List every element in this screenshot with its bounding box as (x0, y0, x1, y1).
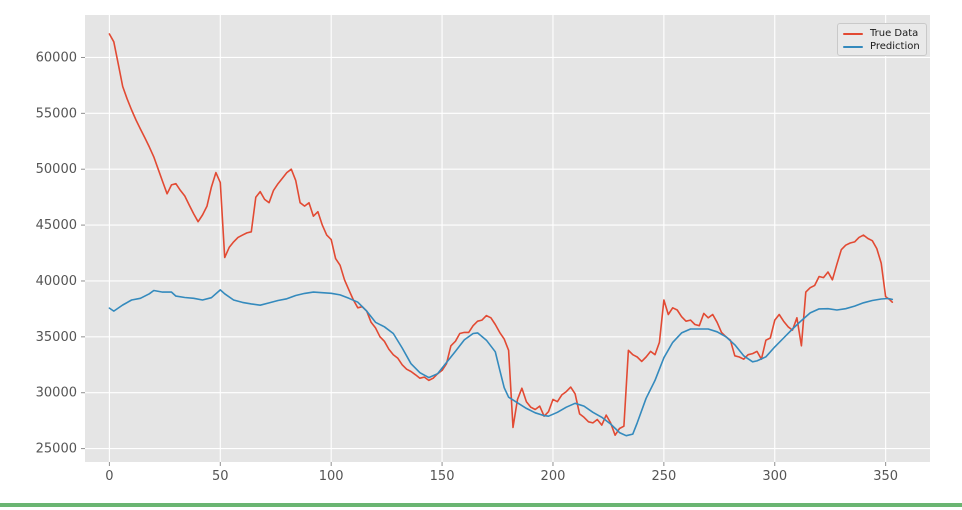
x-tick-label: 150 (430, 469, 455, 484)
y-tick-label: 25000 (36, 442, 77, 457)
legend-label: True Data (870, 28, 919, 39)
x-tick-label: 300 (762, 469, 787, 484)
y-tick-label: 45000 (36, 218, 77, 233)
bottom-accent-bar (0, 503, 962, 507)
x-tick-label: 50 (212, 469, 229, 484)
legend-label: Prediction (870, 41, 920, 52)
y-tick-label: 30000 (36, 386, 77, 401)
x-tick-label: 0 (105, 469, 113, 484)
x-tick-label: 350 (873, 469, 898, 484)
legend-item: Prediction (843, 40, 920, 53)
y-tick-label: 35000 (36, 330, 77, 345)
prediction-line (108, 289, 894, 437)
legend: True Data Prediction (837, 23, 927, 56)
y-tick-label: 60000 (36, 50, 77, 65)
plot-background (85, 15, 930, 462)
y-tick-label: 40000 (36, 274, 77, 289)
true-data-line (108, 33, 894, 437)
legend-item: True Data (843, 27, 920, 40)
y-tick-label: 55000 (36, 106, 77, 121)
x-tick-label: 250 (651, 469, 676, 484)
x-tick-label: 100 (319, 469, 344, 484)
legend-swatch-prediction (843, 45, 863, 48)
x-tick-label: 200 (541, 469, 566, 484)
y-tick-label: 50000 (36, 162, 77, 177)
legend-swatch-true-data (843, 32, 863, 35)
